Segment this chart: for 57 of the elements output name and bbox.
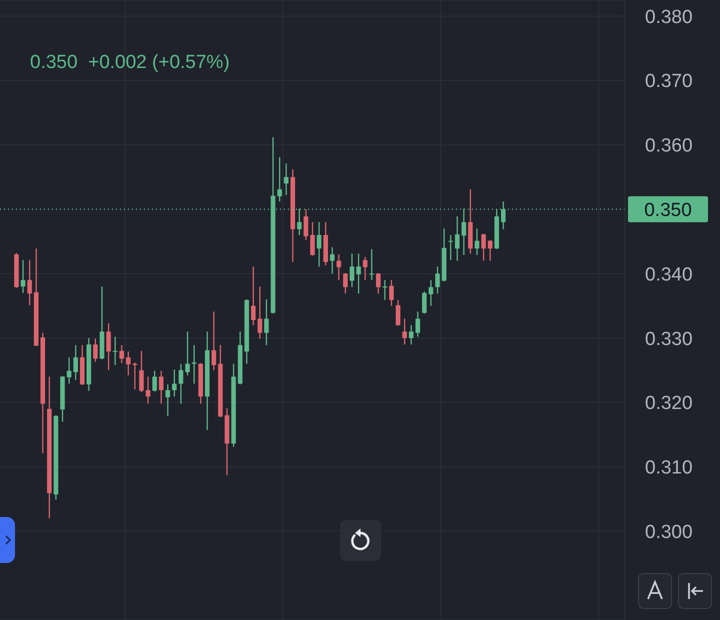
candlestick (382, 279, 388, 301)
candlestick (93, 338, 98, 362)
candlestick (369, 248, 374, 281)
candlestick (112, 336, 118, 366)
candlestick (119, 344, 124, 364)
candlestick (422, 291, 427, 314)
candlestick (356, 253, 361, 294)
candlestick (448, 234, 453, 261)
candlestick (362, 256, 368, 281)
candlestick (284, 162, 288, 196)
candlestick (304, 208, 308, 241)
y-tick-label: 0.300 (645, 522, 693, 543)
y-tick-label: 0.320 (645, 393, 693, 414)
y-tick-label: 0.370 (645, 71, 693, 92)
candlestick (389, 279, 394, 306)
candlestick (343, 272, 348, 294)
candlestick (106, 322, 111, 371)
candlestick (435, 266, 440, 294)
y-tick-label: 0.340 (645, 264, 693, 286)
candlestick (481, 233, 486, 262)
candlestick (310, 222, 315, 256)
candlestick (376, 272, 381, 294)
candlestick (474, 228, 480, 256)
candlestick (20, 260, 26, 294)
candlestick (126, 350, 131, 376)
candlestick (336, 254, 342, 281)
candlestick (185, 330, 190, 376)
candlestick (165, 384, 170, 417)
candlestick (178, 363, 184, 404)
ref-line-label: 0.350 (644, 200, 692, 221)
candlestick (66, 356, 72, 384)
candlestick (158, 370, 164, 404)
candlestick (73, 344, 78, 380)
candlestick (192, 344, 196, 384)
candlestick (152, 370, 157, 392)
candlestick (277, 156, 282, 202)
candlestick (27, 260, 32, 306)
candlestick (454, 216, 460, 262)
candlestick (350, 253, 354, 288)
y-tick-label: 0.380 (645, 6, 693, 28)
candlestick (396, 299, 400, 326)
candlestick (264, 298, 269, 346)
candlestick (428, 279, 434, 306)
text: 0.350 +0.002 (+0.57%) (30, 51, 230, 75)
candlestick (415, 311, 420, 338)
y-tick-label: 0.310 (645, 458, 693, 479)
candlestick (258, 286, 262, 340)
y-tick-label: 0.360 (645, 136, 693, 157)
candlestick (408, 324, 414, 346)
candlestick (330, 246, 335, 274)
candlestick (212, 311, 216, 371)
candlestick (251, 266, 256, 326)
candlestick (488, 240, 492, 262)
candlestick (402, 318, 407, 346)
candlestick (172, 368, 177, 398)
candlestick (316, 222, 322, 268)
y-tick-label: 0.330 (645, 328, 693, 350)
